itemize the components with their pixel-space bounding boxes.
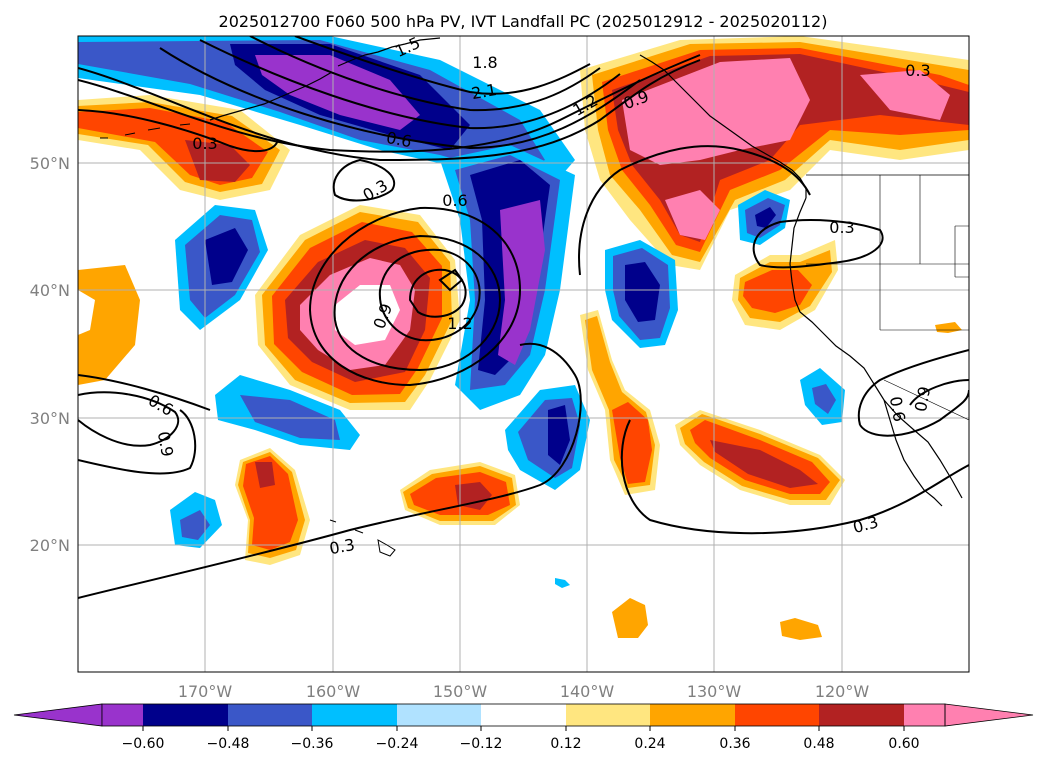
colorbar-bin	[650, 704, 735, 726]
colorbar-bin	[819, 704, 904, 726]
contour-0.3-far-southwest	[78, 374, 211, 411]
contour-label: 0.3	[905, 61, 930, 80]
positive-anomaly-southwest	[235, 448, 310, 565]
hawaii-islands	[329, 519, 396, 557]
negative-anomaly-central	[440, 145, 575, 410]
contour-1.8-center	[438, 268, 464, 292]
colorbar-bin	[143, 704, 228, 726]
coastline-us-west	[789, 197, 963, 499]
contour-label: 1.8	[472, 53, 497, 72]
colorbar-outline	[101, 703, 946, 727]
contour-label: 0.9	[911, 385, 934, 413]
colorbar-tick-label: −0.60	[122, 736, 165, 752]
positive-anomaly-west-mid	[78, 265, 140, 385]
lon-label: 150°W	[433, 682, 488, 701]
lon-label: 140°W	[560, 682, 615, 701]
colorbar-extend-min	[13, 703, 103, 727]
contour-1.5	[199, 39, 621, 130]
colorbar-bin	[735, 704, 819, 726]
colorbar-ticks	[142, 726, 905, 731]
contour-0.3-southeast	[620, 419, 969, 535]
contour-label: 2.1	[470, 80, 498, 103]
contour-label: 0.6	[385, 128, 413, 151]
colorbar-tick-label: −0.36	[291, 736, 334, 752]
gridlines	[78, 36, 969, 672]
contour-label: 0.3	[192, 134, 217, 153]
contour-1.5-ring	[408, 268, 467, 318]
contour-0.3-south	[78, 342, 582, 599]
colorbar-bin	[102, 704, 143, 726]
contour-label: 0.3	[829, 218, 854, 237]
contour-label: 0.6	[442, 191, 467, 210]
figure-title: 2025012700 F060 500 hPa PV, IVT Landfall…	[219, 12, 828, 31]
contour-0.9-north	[78, 59, 701, 162]
contour-0.9-east	[909, 379, 969, 406]
colorbar-tick-label: 0.24	[634, 736, 665, 752]
negative-anomaly-west	[175, 205, 268, 330]
lon-label: 170°W	[178, 682, 233, 701]
contour-0.9-ring	[333, 234, 502, 372]
aleutian-islands	[100, 123, 191, 139]
lat-label: 40°N	[30, 281, 70, 300]
contour-label: 1.2	[447, 314, 472, 333]
colorbar-tick-label: 0.12	[550, 736, 581, 752]
colorbar-tick-label: −0.24	[376, 736, 419, 752]
map-frame	[77, 35, 970, 673]
lat-label: 50°N	[30, 154, 70, 173]
colorbar-tick-label: 0.60	[888, 736, 919, 752]
contour-0.6-east-coast	[859, 389, 969, 437]
state-borders	[806, 175, 969, 421]
contour-0.3-mid	[332, 158, 395, 202]
contour-2.1	[294, 36, 591, 95]
contour-0.6-north	[78, 54, 701, 153]
colorbar-bin	[397, 704, 481, 726]
colorbar-tick-label: 0.36	[719, 736, 750, 752]
contour-0.6-ring	[308, 206, 522, 387]
lon-label: 120°W	[815, 682, 870, 701]
contour-1.2-ring	[378, 248, 481, 342]
latitude-labels: 20°N 30°N 40°N 50°N	[30, 154, 70, 555]
colorbar-bin	[904, 704, 945, 726]
contour-label: 0.6	[886, 395, 909, 423]
map-panel: 1.5 1.8 2.1 1.2 0.9 0.3 0.6 0.3 0.6 0.9 …	[77, 33, 970, 673]
colorbar-tick-label: −0.12	[460, 736, 503, 752]
positive-anomaly-northeast	[580, 36, 969, 270]
negative-anomaly-central-east	[505, 190, 845, 588]
contour-0.3-east-loop	[752, 219, 884, 269]
lon-label: 130°W	[687, 682, 742, 701]
contour-label: 0.9	[154, 430, 177, 458]
lat-label: 20°N	[30, 536, 70, 555]
contour-0.6-west	[78, 391, 180, 447]
colorbar-bin	[566, 704, 650, 726]
contour-1.8	[249, 36, 601, 112]
coastline-baja	[883, 399, 943, 507]
colorbar-bin	[228, 704, 312, 726]
coastline-alaska-peninsula	[209, 71, 333, 121]
contour-0.9-west	[78, 409, 197, 475]
contour-0.3-east-coast	[857, 349, 969, 426]
colorbar-extend-max	[944, 703, 1034, 727]
colorbar-tick-label: 0.48	[803, 736, 834, 752]
coastline-bc-panhandle	[639, 54, 807, 198]
colorbar-bin	[312, 704, 397, 726]
coastlines	[100, 37, 969, 557]
colorbar-tick-label: −0.48	[207, 736, 250, 752]
contour-label: 0.3	[328, 535, 356, 558]
colorbar: −0.60 −0.48 −0.36 −0.24 −0.12 0.12 0.24 …	[13, 703, 1034, 752]
contour-0.3-east-north	[578, 145, 811, 276]
colorbar-bin	[481, 704, 566, 726]
coastline-alaska	[337, 37, 441, 67]
pv-contours	[78, 36, 969, 599]
longitude-labels: 170°W 160°W 150°W 140°W 130°W 120°W	[178, 682, 870, 701]
shaded-field	[78, 36, 969, 640]
contour-1.2-north	[159, 47, 641, 150]
lon-label: 160°W	[306, 682, 361, 701]
contour-0.3-west	[78, 109, 279, 153]
lat-label: 30°N	[30, 409, 70, 428]
